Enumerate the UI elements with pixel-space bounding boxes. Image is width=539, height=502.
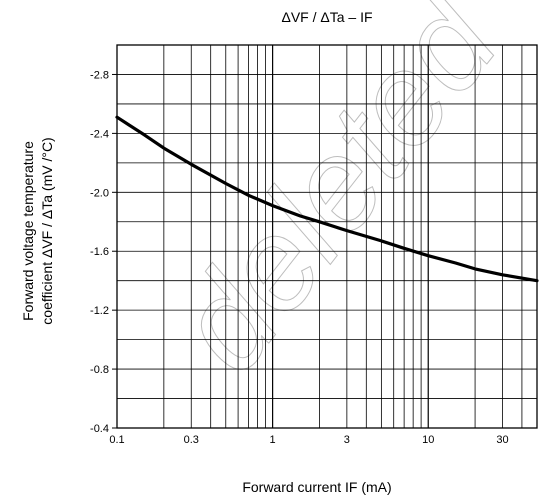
x-tick-label: 0.3 — [184, 434, 199, 446]
watermark-text: deleted — [147, 0, 527, 397]
chart-title: ΔVF / ΔTa – IF — [281, 9, 372, 25]
y-tick-label: -1.6 — [90, 246, 109, 258]
y-axis-label-line1: Forward voltage temperature — [20, 141, 36, 321]
x-tick-label: 1 — [270, 434, 276, 446]
plot-frame — [116, 44, 538, 429]
y-tick-label: -1.2 — [90, 305, 109, 317]
y-tick-label: -0.4 — [90, 423, 109, 435]
y-axis-label-line2: coefficient ΔVF / ΔTa (mV /°C) — [39, 137, 55, 324]
x-axis-ticks: 0.1 0.3 1 3 10 30 — [109, 434, 508, 446]
x-tick-label: 3 — [344, 434, 350, 446]
grid — [117, 45, 537, 428]
y-tick-label: -2.8 — [90, 69, 109, 81]
x-tick-label: 0.1 — [109, 434, 124, 446]
watermark: deleted — [147, 0, 528, 398]
x-tick-label: 30 — [496, 434, 508, 446]
y-axis-ticks: -0.4 -0.8 -1.2 -1.6 -2.0 -2.4 -2.8 — [90, 69, 117, 435]
y-tick-label: -2.4 — [90, 128, 109, 140]
x-axis-label: Forward current IF (mA) — [242, 479, 391, 495]
x-tick-label: 10 — [422, 434, 434, 446]
series-layer — [115, 115, 539, 283]
y-tick-label: -2.0 — [90, 187, 109, 199]
y-tick-label: -0.8 — [90, 364, 109, 376]
series-line — [115, 115, 539, 283]
